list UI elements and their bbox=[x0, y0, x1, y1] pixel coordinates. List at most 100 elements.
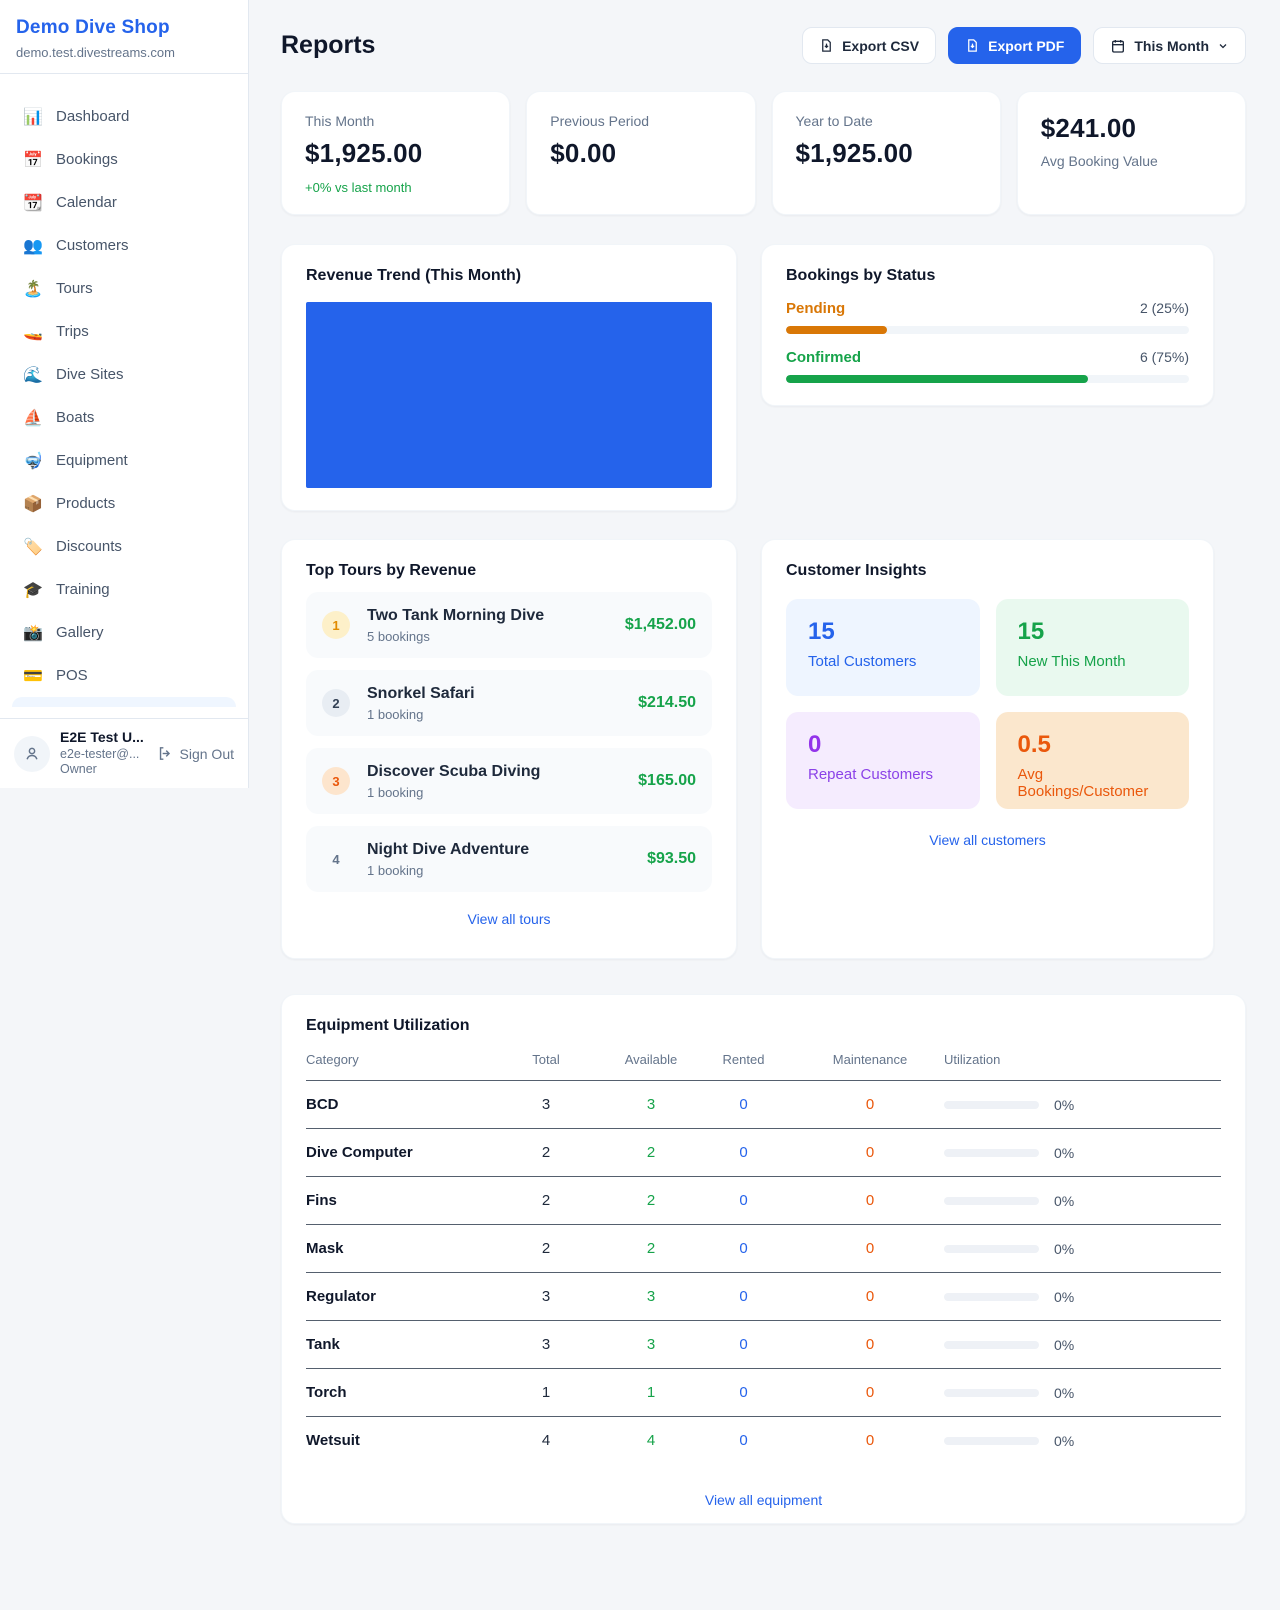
sidebar-item-products[interactable]: 📦 Products bbox=[10, 482, 238, 525]
sidebar-item-pos[interactable]: 💳 POS bbox=[10, 654, 238, 697]
status-row-confirmed: Confirmed 6 (75%) bbox=[786, 349, 1189, 383]
table-row: Wetsuit 4 4 0 0 0% bbox=[306, 1432, 1075, 1450]
utilization-track bbox=[944, 1196, 1039, 1205]
tile-label: New This Month bbox=[1017, 653, 1126, 670]
period-selector[interactable]: This Month bbox=[1093, 27, 1246, 64]
col-available: Available bbox=[611, 1052, 691, 1081]
sidebar-item-calendar[interactable]: 📆 Calendar bbox=[10, 181, 238, 224]
tour-row[interactable]: 4 Night Dive Adventure 1 booking $93.50 bbox=[306, 826, 712, 892]
sidebar-item-bookings[interactable]: 📅 Bookings bbox=[10, 138, 238, 181]
sidebar: Demo Dive Shop demo.test.divestreams.com… bbox=[0, 0, 249, 788]
tour-bookings: 1 booking bbox=[367, 862, 424, 878]
export-pdf-button[interactable]: Export PDF bbox=[948, 27, 1082, 64]
user-email: e2e-tester@... bbox=[60, 746, 140, 761]
stat-label: Year to Date bbox=[795, 113, 873, 129]
tile-value: 0 bbox=[808, 731, 822, 758]
tour-bookings: 1 booking bbox=[367, 784, 424, 800]
tile-new-this-month: 15 New This Month bbox=[995, 599, 1189, 696]
sidebar-item-label: Discounts bbox=[56, 538, 122, 555]
col-rented: Rented bbox=[691, 1052, 796, 1081]
progress-track bbox=[786, 375, 1189, 383]
table-row: Fins 2 2 0 0 0% bbox=[306, 1176, 1221, 1225]
middle-row: Top Tours by Revenue 1 Two Tank Morning … bbox=[281, 539, 1246, 959]
tile-value: 15 bbox=[808, 618, 835, 645]
user-name: E2E Test U... bbox=[60, 729, 144, 746]
dashboard-icon: 📊 bbox=[23, 108, 43, 126]
main-content: Reports Export CSV Export PDF This Month bbox=[249, 0, 1280, 1524]
view-all-tours-link[interactable]: View all tours bbox=[467, 911, 551, 927]
sidebar-item-label: Dashboard bbox=[56, 108, 130, 125]
sidebar-item-label: Dive Sites bbox=[56, 366, 124, 383]
equipment-table-header: Category Total Available Rented Maintena… bbox=[306, 1052, 1221, 1081]
col-utilization: Utilization bbox=[944, 1052, 1221, 1081]
sidebar-nav: 📊 Dashboard 📅 Bookings 📆 Calendar 👥 Cust… bbox=[0, 74, 248, 718]
sign-out-button[interactable]: Sign Out bbox=[157, 745, 234, 762]
sidebar-item-boats[interactable]: ⛵ Boats bbox=[10, 396, 238, 439]
file-download-icon bbox=[822, 39, 831, 52]
shop-domain: demo.test.divestreams.com bbox=[16, 45, 175, 60]
tour-revenue: $1,452.00 bbox=[624, 616, 696, 633]
user-panel: E2E Test U... e2e-tester@... Owner Sign … bbox=[0, 718, 248, 788]
tag-icon: 🏷️ bbox=[23, 538, 43, 556]
sidebar-item-gallery[interactable]: 📸 Gallery bbox=[10, 611, 238, 654]
table-row: Torch 1 1 0 0 0% bbox=[306, 1368, 1221, 1417]
sidebar-item-label: Trips bbox=[56, 323, 89, 340]
stat-delta: +0% vs last month bbox=[305, 180, 412, 195]
tile-value: 0.5 bbox=[1017, 731, 1051, 758]
status-value: 6 (75%) bbox=[1139, 349, 1189, 365]
sidebar-item-label: Tours bbox=[56, 280, 93, 297]
camera-icon: 📸 bbox=[23, 624, 43, 642]
utilization-pct: 0% bbox=[1054, 1432, 1075, 1449]
calendar-outline-icon bbox=[1112, 39, 1125, 53]
charts-row: Revenue Trend (This Month) Bookings by S… bbox=[281, 244, 1246, 511]
stat-card-avg-booking-value: $241.00 Avg Booking Value bbox=[1016, 91, 1246, 215]
sidebar-item-reports-highlight-cutoff[interactable] bbox=[12, 697, 236, 707]
table-row: Tank 3 3 0 0 0% bbox=[306, 1320, 1221, 1369]
graduation-cap-icon: 🎓 bbox=[23, 581, 43, 599]
sidebar-item-label: Boats bbox=[56, 409, 95, 426]
sidebar-item-equipment[interactable]: 🤿 Equipment bbox=[10, 439, 238, 482]
sidebar-item-dashboard[interactable]: 📊 Dashboard bbox=[10, 95, 238, 138]
utilization-track bbox=[944, 1100, 1039, 1109]
equipment-utilization-title: Equipment Utilization bbox=[306, 1017, 470, 1034]
table-row: Dive Computer 2 2 0 0 0% bbox=[306, 1128, 1221, 1177]
revenue-trend-title: Revenue Trend (This Month) bbox=[306, 267, 522, 284]
tour-name: Two Tank Morning Dive bbox=[367, 606, 545, 624]
utilization-pct: 0% bbox=[1054, 1096, 1075, 1113]
status-label: Pending bbox=[786, 300, 846, 317]
sidebar-item-training[interactable]: 🎓 Training bbox=[10, 568, 238, 611]
file-download-icon bbox=[968, 39, 977, 52]
tile-label: Total Customers bbox=[808, 653, 917, 670]
customers-icon: 👥 bbox=[23, 237, 43, 255]
utilization-pct: 0% bbox=[1054, 1192, 1075, 1209]
equipment-utilization-card: Equipment Utilization Category Total Ava… bbox=[281, 994, 1246, 1524]
export-csv-button[interactable]: Export CSV bbox=[802, 27, 937, 64]
stats-row: This Month $1,925.00 +0% vs last month P… bbox=[281, 91, 1246, 215]
tour-row[interactable]: 3 Discover Scuba Diving 1 booking $165.0… bbox=[306, 748, 712, 814]
equipment-table: Category Total Available Rented Maintena… bbox=[306, 1052, 1221, 1465]
status-row-pending: Pending 2 (25%) bbox=[786, 300, 1189, 334]
col-maintenance: Maintenance bbox=[796, 1052, 944, 1081]
sign-out-icon bbox=[159, 747, 170, 760]
tour-row[interactable]: 2 Snorkel Safari 1 booking $214.50 bbox=[306, 670, 712, 736]
view-all-customers-link[interactable]: View all customers bbox=[929, 832, 1046, 848]
sidebar-item-tours[interactable]: 🏝️ Tours bbox=[10, 267, 238, 310]
tour-row[interactable]: 1 Two Tank Morning Dive 5 bookings $1,45… bbox=[306, 592, 712, 658]
insight-tiles: 15 Total Customers 15 New This Month 0 R… bbox=[786, 599, 1189, 809]
shop-name[interactable]: Demo Dive Shop bbox=[16, 17, 170, 38]
header-actions: Export CSV Export PDF This Month bbox=[802, 27, 1246, 64]
tour-bookings: 1 booking bbox=[367, 706, 424, 722]
top-tours-title: Top Tours by Revenue bbox=[306, 562, 477, 579]
sidebar-item-customers[interactable]: 👥 Customers bbox=[10, 224, 238, 267]
sidebar-item-trips[interactable]: 🚤 Trips bbox=[10, 310, 238, 353]
page-header: Reports Export CSV Export PDF This Month bbox=[281, 27, 1246, 64]
stat-label: This Month bbox=[305, 113, 375, 129]
credit-card-icon: 💳 bbox=[23, 667, 43, 685]
sidebar-item-dive-sites[interactable]: 🌊 Dive Sites bbox=[10, 353, 238, 396]
view-all-equipment-link[interactable]: View all equipment bbox=[704, 1491, 823, 1508]
sidebar-item-label: Equipment bbox=[56, 452, 128, 469]
bookings-by-status-title: Bookings by Status bbox=[786, 267, 936, 284]
tile-label: Repeat Customers bbox=[808, 766, 934, 783]
utilization-track bbox=[944, 1388, 1039, 1397]
sidebar-item-discounts[interactable]: 🏷️ Discounts bbox=[10, 525, 238, 568]
